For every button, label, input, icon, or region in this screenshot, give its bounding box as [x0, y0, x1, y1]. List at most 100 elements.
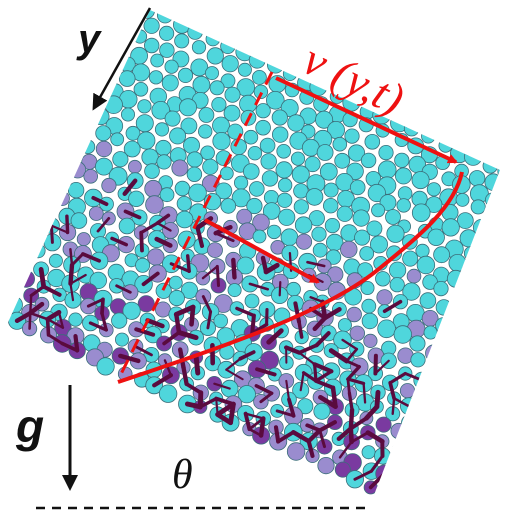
granular-particle: [393, 459, 409, 474]
granular-particle: [104, 95, 123, 114]
force-chain-segment: [312, 315, 328, 332]
granular-particle: [352, 209, 370, 227]
granular-particle: [463, 147, 483, 166]
granular-particle: [224, 86, 241, 103]
force-chain-segment: [410, 437, 417, 457]
granular-particle: [220, 38, 236, 55]
granular-particle: [340, 240, 358, 259]
granular-particle: [410, 352, 426, 368]
force-chain-segment: [345, 359, 361, 369]
granular-particle: [450, 306, 468, 324]
granular-particle: [369, 235, 388, 254]
granular-particle: [507, 267, 515, 280]
granular-particle: [110, 132, 125, 147]
granular-particle: [401, 414, 417, 431]
granular-particle: [223, 104, 241, 122]
granular-particle: [375, 416, 392, 433]
granular-particle: [180, 117, 198, 135]
granular-particle: [426, 182, 441, 197]
force-chain-segment: [29, 285, 46, 298]
granular-particle: [227, 283, 242, 298]
granular-particle: [200, 145, 215, 161]
force-chain-segment: [100, 297, 105, 316]
force-chain-segment: [273, 425, 281, 444]
force-chain-segment: [348, 416, 369, 431]
force-chain-segment: [392, 397, 411, 408]
granular-particle: [282, 66, 298, 82]
force-chain-segment: [162, 330, 181, 346]
granular-particle: [402, 282, 421, 301]
granular-particle: [236, 208, 253, 225]
force-chain-segment: [298, 351, 316, 366]
granular-particle: [410, 501, 426, 512]
granular-particle: [101, 177, 117, 194]
granular-particle: [456, 358, 472, 374]
force-chain-segment: [383, 472, 388, 493]
force-chain-segment: [391, 397, 396, 415]
granular-particle: [438, 332, 457, 350]
granular-particle: [482, 158, 499, 174]
granular-particle: [138, 10, 155, 19]
force-chain-segment: [139, 230, 144, 253]
granular-particle: [69, 161, 87, 179]
granular-particle: [83, 169, 98, 184]
granular-particle: [394, 152, 410, 168]
granular-particle: [477, 267, 492, 283]
depth-axis-label: y: [76, 17, 102, 61]
force-chain-segment: [250, 313, 256, 336]
granular-particle: [404, 430, 424, 449]
granular-particle: [393, 490, 409, 500]
granular-particle: [479, 286, 498, 305]
granular-particle: [486, 354, 500, 372]
granular-particle: [509, 301, 515, 319]
force-chain-segment: [348, 426, 354, 445]
granular-particle: [433, 429, 452, 448]
granular-particle: [435, 317, 452, 334]
granular-particle: [312, 242, 328, 258]
granular-particle: [417, 386, 433, 402]
force-chain-segment: [348, 407, 355, 431]
granular-particle: [220, 73, 236, 89]
force-chain-segment: [318, 394, 338, 409]
force-chain-segment: [338, 440, 353, 459]
granular-particle: [186, 166, 203, 183]
granular-particle: [156, 154, 172, 170]
force-chain-segment: [318, 428, 326, 449]
granular-particle: [118, 217, 136, 235]
force-chain-segment: [275, 409, 296, 418]
granular-particle: [364, 134, 381, 150]
granular-particle: [220, 198, 237, 214]
granular-particle: [503, 200, 515, 214]
force-chain-segment: [399, 452, 416, 469]
granular-particle: [255, 119, 271, 136]
granular-particle: [446, 269, 465, 288]
force-chain-segment: [363, 404, 380, 421]
force-chain-segment: [118, 353, 141, 364]
granular-particle: [388, 261, 407, 279]
granular-particle: [215, 182, 233, 200]
force-chain-segment: [464, 381, 469, 400]
mid-depth-velocity-arrow: [204, 218, 320, 284]
granular-particle: [375, 271, 391, 287]
granular-particle: [324, 218, 340, 234]
granular-particle: [472, 218, 490, 236]
granular-particle: [430, 379, 445, 395]
granular-particle: [437, 347, 456, 366]
granular-particle: [443, 384, 460, 401]
granular-particle: [70, 212, 88, 229]
granular-particle: [497, 343, 500, 362]
granular-particle: [176, 196, 192, 212]
granular-particle: [474, 398, 491, 415]
force-chain-segment: [215, 412, 233, 426]
force-chain-segment: [258, 416, 266, 438]
granular-particle: [506, 284, 515, 301]
force-chain-segment: [73, 334, 80, 353]
granular-particle: [360, 152, 377, 169]
force-chain-segment: [276, 430, 296, 444]
granular-particle: [286, 442, 306, 461]
granular-particle: [80, 139, 96, 155]
granular-particle: [213, 313, 229, 329]
force-chain-segment: [452, 423, 470, 436]
force-chain-segment: [419, 377, 441, 390]
granular-particle: [432, 412, 450, 430]
